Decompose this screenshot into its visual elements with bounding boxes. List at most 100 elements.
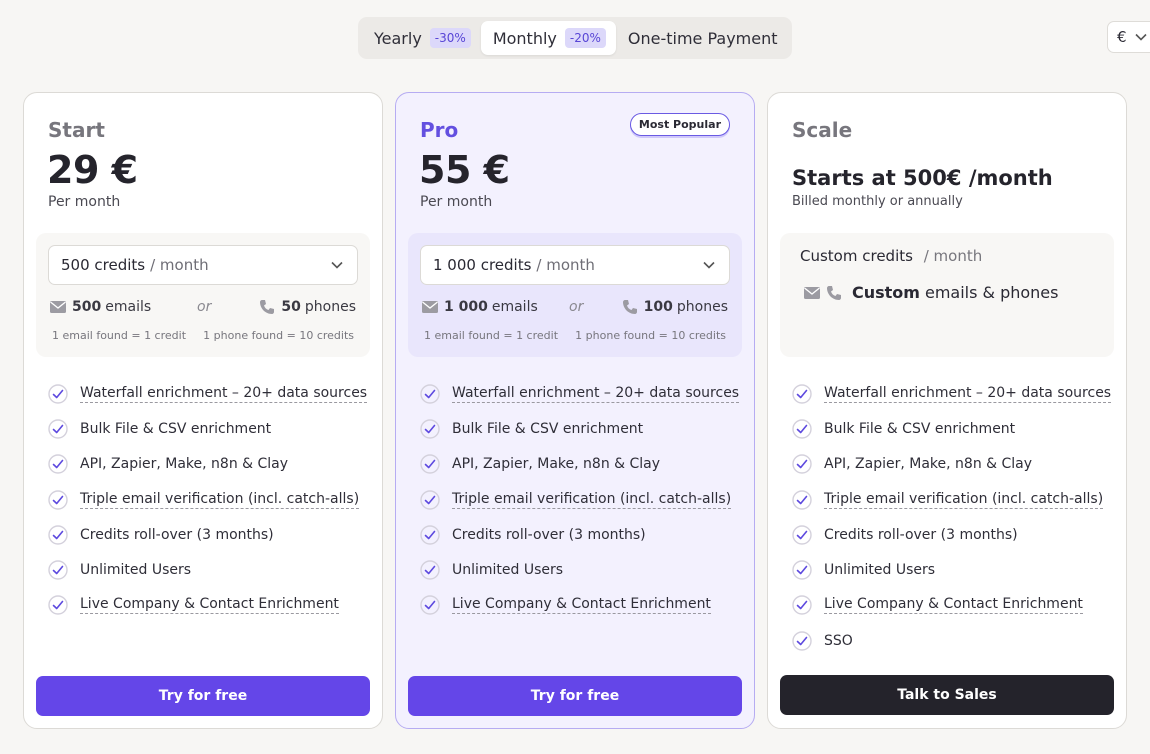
feature-label: Credits roll-over (3 months) [824, 526, 1018, 543]
check-circle-icon [420, 525, 440, 545]
credits-unit: / month [150, 256, 209, 274]
most-popular-badge: Most Popular [629, 113, 730, 136]
feature-list: Waterfall enrichment – 20+ data sources … [420, 376, 740, 623]
feature-label[interactable]: Live Company & Contact Enrichment [80, 596, 339, 615]
email-credit-note: 1 email found = 1 credit [52, 329, 187, 342]
talk-to-sales-button[interactable]: Talk to Sales [780, 675, 1114, 715]
envelope-icon [50, 301, 66, 313]
feature-item: Waterfall enrichment – 20+ data sources [48, 376, 368, 411]
credits-amount: Custom credits [800, 247, 913, 265]
check-circle-icon [48, 454, 68, 474]
plan-price: 55 € [419, 148, 510, 192]
feature-label: API, Zapier, Make, n8n & Clay [452, 456, 661, 473]
custom-bold: Custom [852, 283, 920, 302]
feature-item: Unlimited Users [420, 552, 740, 587]
check-circle-icon [48, 560, 68, 580]
envelope-icon [804, 286, 820, 299]
check-circle-icon [48, 419, 68, 439]
discount-badge: -30% [429, 28, 471, 48]
check-circle-icon [48, 489, 68, 510]
check-circle-icon [792, 595, 812, 616]
custom-credits: Custom credits / month [800, 247, 982, 265]
feature-item: Triple email verification (incl. catch-a… [420, 482, 740, 517]
check-circle-icon [420, 454, 440, 474]
feature-label: Unlimited Users [80, 562, 192, 579]
feature-label: API, Zapier, Make, n8n & Clay [80, 456, 289, 473]
credit-phones: 50 phones [259, 299, 356, 315]
feature-label: Credits roll-over (3 months) [452, 526, 646, 543]
feature-item: Bulk File & CSV enrichment [792, 411, 1112, 446]
feature-label[interactable]: Waterfall enrichment – 20+ data sources [824, 384, 1112, 403]
chevron-down-icon [331, 261, 343, 269]
credits-select[interactable]: 500 credits / month [48, 245, 358, 285]
feature-item: Waterfall enrichment – 20+ data sources [792, 376, 1112, 411]
feature-label: Credits roll-over (3 months) [80, 526, 274, 543]
feature-item: Credits roll-over (3 months) [792, 517, 1112, 552]
plan-card-start: Start 29 € Per month 500 credits / month… [23, 92, 383, 729]
or-separator: or [569, 299, 584, 315]
billing-period-toggle: Yearly -30% Monthly -20% One-time Paymen… [358, 17, 792, 59]
credits-amount: 500 credits [61, 256, 146, 274]
billing-option-monthly[interactable]: Monthly -20% [480, 21, 616, 55]
credit-breakdown: 1 000 emails or 100 phones [422, 299, 728, 319]
try-for-free-button[interactable]: Try for free [408, 676, 742, 716]
plan-period: Billed monthly or annually [792, 194, 963, 209]
chevron-down-icon [703, 261, 715, 269]
feature-label[interactable]: Waterfall enrichment – 20+ data sources [452, 384, 740, 403]
feature-item: SSO [792, 623, 1112, 658]
feature-item: Triple email verification (incl. catch-a… [48, 482, 368, 517]
emails-label: emails [105, 299, 152, 315]
check-circle-icon [792, 525, 812, 545]
feature-label[interactable]: Live Company & Contact Enrichment [824, 596, 1083, 615]
feature-label: SSO [824, 632, 853, 649]
feature-label[interactable]: Waterfall enrichment – 20+ data sources [80, 384, 368, 403]
feature-item: API, Zapier, Make, n8n & Clay [48, 447, 368, 482]
phone-credit-note: 1 phone found = 10 credits [203, 329, 354, 342]
feature-label[interactable]: Triple email verification (incl. catch-a… [80, 490, 360, 509]
check-circle-icon [792, 489, 812, 510]
feature-label: Unlimited Users [824, 562, 936, 579]
check-circle-icon [420, 595, 440, 616]
feature-item: Live Company & Contact Enrichment [792, 588, 1112, 623]
credits-amount: 1 000 credits [433, 256, 532, 274]
feature-item: Bulk File & CSV enrichment [48, 411, 368, 446]
or-separator: or [197, 299, 212, 315]
credits-unit: / month [923, 247, 983, 265]
billing-option-label: One-time Payment [627, 28, 778, 48]
credit-emails: 1 000 emails [422, 299, 538, 315]
feature-item: API, Zapier, Make, n8n & Clay [420, 447, 740, 482]
credits-select[interactable]: 1 000 credits / month [420, 245, 730, 285]
credit-phones: 100 phones [622, 299, 728, 315]
check-circle-icon [792, 383, 812, 404]
feature-label: Unlimited Users [452, 562, 564, 579]
phone-icon [827, 285, 841, 300]
credit-emails: 500 emails [50, 299, 151, 315]
phone-icon [260, 300, 275, 314]
check-circle-icon [792, 454, 812, 474]
feature-label: Bulk File & CSV enrichment [824, 420, 1016, 437]
feature-item: Triple email verification (incl. catch-a… [792, 482, 1112, 517]
check-circle-icon [420, 489, 440, 510]
email-credit-note: 1 email found = 1 credit [424, 329, 559, 342]
plan-card-scale: Scale Starts at 500€ /month Billed month… [767, 92, 1127, 729]
billing-option-one-time[interactable]: One-time Payment [616, 21, 788, 55]
credits-panel: 1 000 credits / month 1 000 emails or 10… [408, 233, 742, 357]
feature-label[interactable]: Triple email verification (incl. catch-a… [824, 490, 1104, 509]
feature-item: Credits roll-over (3 months) [48, 517, 368, 552]
phones-label: phones [676, 299, 728, 315]
check-circle-icon [792, 419, 812, 439]
feature-label: Bulk File & CSV enrichment [80, 420, 272, 437]
feature-label[interactable]: Triple email verification (incl. catch-a… [452, 490, 732, 509]
credits-unit: / month [536, 256, 595, 274]
try-for-free-button[interactable]: Try for free [36, 676, 370, 716]
check-circle-icon [792, 560, 812, 580]
feature-label: API, Zapier, Make, n8n & Clay [824, 456, 1033, 473]
feature-label[interactable]: Live Company & Contact Enrichment [452, 596, 711, 615]
credits-panel: Custom credits / month Custom emails & p… [780, 233, 1114, 357]
currency-value: € [1117, 28, 1127, 46]
plan-price: 29 € [47, 148, 138, 192]
emails-count: 500 [72, 299, 102, 315]
billing-option-yearly[interactable]: Yearly -30% [362, 21, 481, 55]
plan-price: Starts at 500€ /month [792, 166, 1053, 190]
currency-select[interactable]: € [1107, 21, 1150, 53]
